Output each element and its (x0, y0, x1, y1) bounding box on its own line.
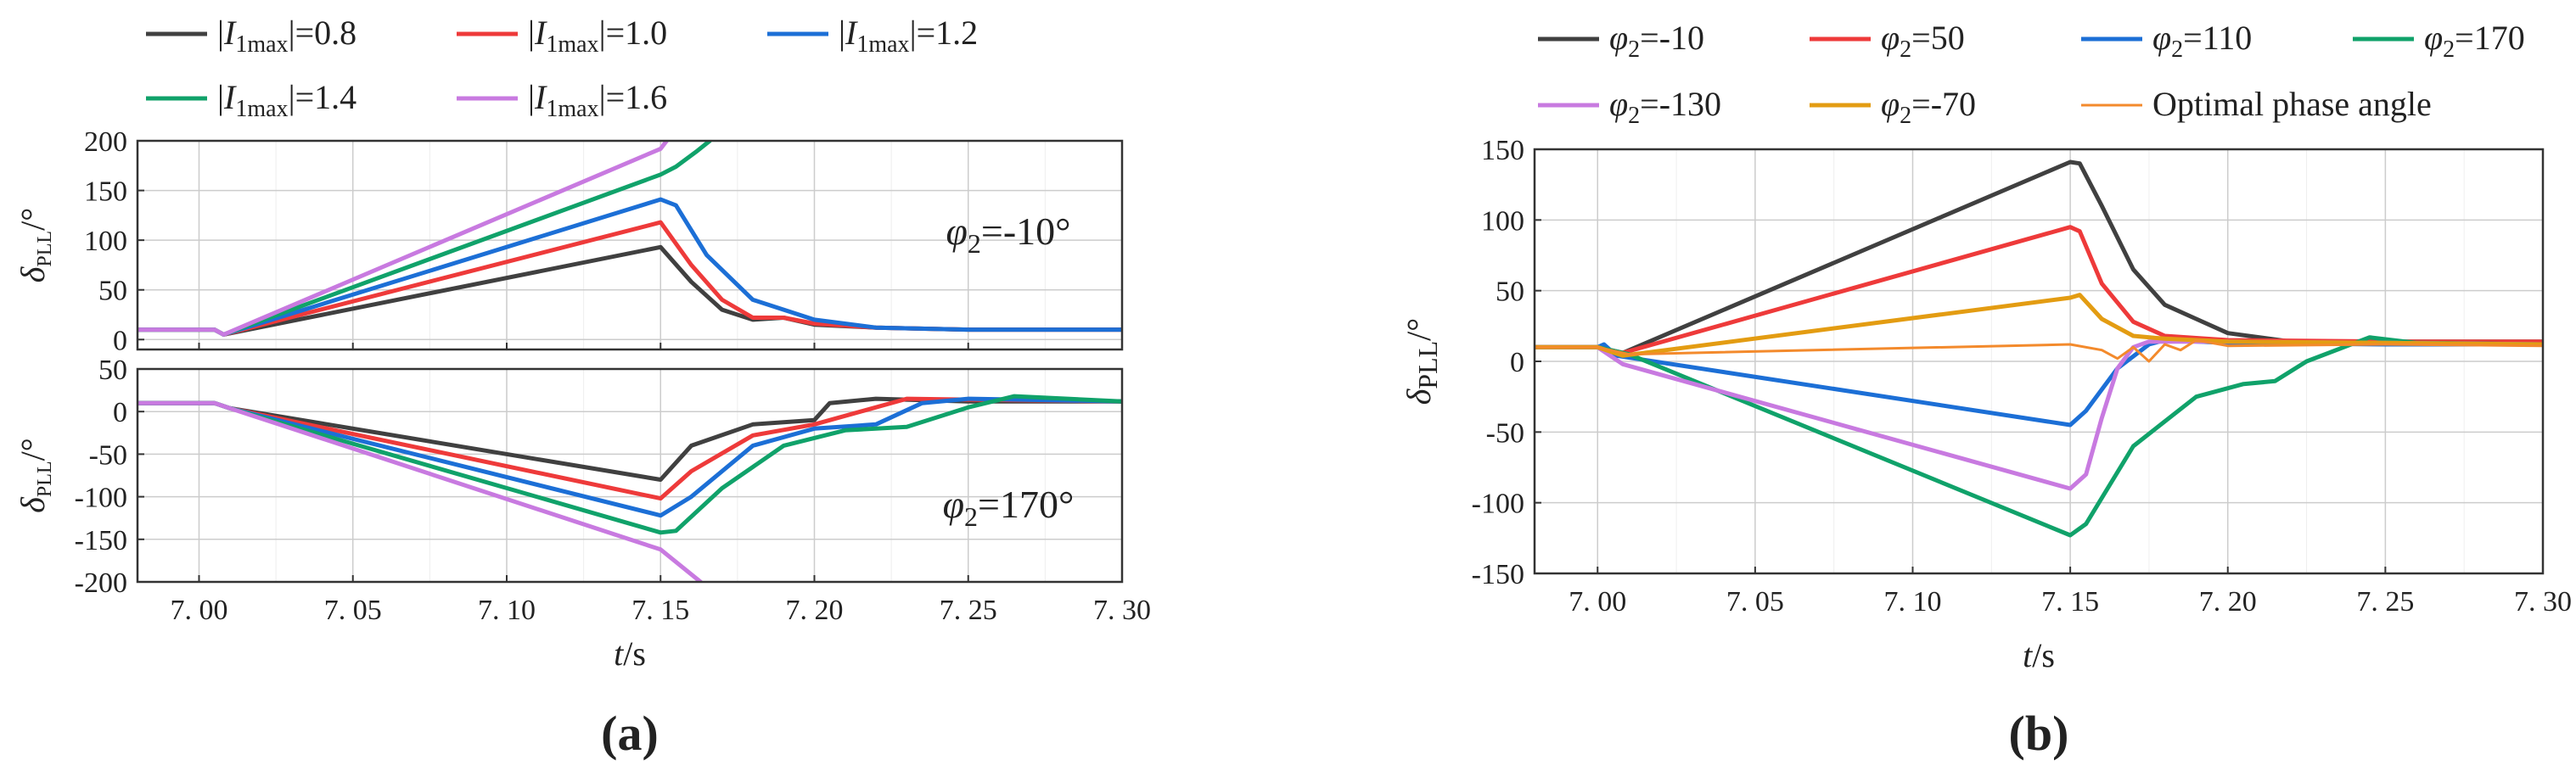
axes-a-2: 7. 00 7. 05 7. 10 7. 15 7. 20 7. 25 7. 30 50 0 -5… (14, 355, 1151, 626)
y-tick-label: -50 (89, 439, 127, 471)
y-tick-label: 50 (98, 276, 127, 307)
legend-b: φ2=-10 φ2=50 φ2=110 φ2=170 φ2=-130 φ2=-70 Opti… (1538, 19, 2525, 129)
axes-b: 7. 00 7. 05 7. 10 7. 15 7. 20 7. 25 7. 30 150 10… (1400, 135, 2572, 618)
y-tick-label: -50 (1486, 417, 1524, 449)
x-tick-label: 7. 00 (1569, 586, 1626, 618)
x-tick-label: 7. 25 (2356, 586, 2414, 618)
y-tick-label: 0 (113, 325, 127, 356)
y-axis-label: δPLL/° (14, 438, 56, 512)
series-line-optimal-phase-angle (1535, 338, 2543, 363)
series-line-2-130 (1535, 339, 2543, 491)
series-line-i1max-1-6 (137, 141, 669, 337)
y-tick-label: 150 (1481, 135, 1524, 166)
plot-frame (136, 367, 1124, 584)
legend-label-2-50: φ2=50 (1881, 19, 1965, 63)
annotation: φ2=170° (943, 483, 1075, 532)
legend-a: |I1max|=0.8 |I1max|=1.0 |I1max|=1.2 |I1max|… (146, 14, 978, 122)
legend-label-i1max-1-6: |I1max|=1.6 (528, 78, 667, 122)
x-tick-label: 7. 05 (324, 595, 382, 626)
y-tick-label: 0 (1510, 347, 1524, 378)
x-tick-label: 7. 10 (1884, 586, 1942, 618)
plot-frame (1533, 148, 2545, 575)
legend-label-2-130: φ2=-130 (1609, 85, 1721, 129)
x-tick-label: 7. 10 (478, 595, 536, 626)
y-tick-label: 150 (84, 176, 127, 208)
y-tick-label: 0 (113, 397, 127, 428)
x-tick-label: 7. 15 (2041, 586, 2099, 618)
legend-label-i1max-1-4: |I1max|=1.4 (217, 78, 356, 122)
plot-frame (136, 139, 1124, 351)
legend-label-2-170: φ2=170 (2424, 19, 2525, 63)
x-tick-label: 7. 25 (940, 595, 997, 626)
series-line-i1max-1-6 (137, 400, 703, 582)
x-axis-label-b: t/s (2023, 636, 2055, 674)
annotation: φ2=-10° (946, 210, 1070, 259)
legend-label-optimal-phase-angle: Optimal phase angle (2152, 85, 2432, 123)
legend-label-2-70: φ2=-70 (1881, 85, 1976, 129)
y-tick-label: 100 (84, 226, 127, 257)
series-line-2-10 (1535, 159, 2543, 355)
y-tick-label: -150 (75, 525, 127, 556)
y-axis-label: δPLL/° (14, 208, 56, 282)
series-line-i1max-1-4 (137, 141, 712, 337)
legend-label-i1max-1-2: |I1max|=1.2 (839, 14, 978, 58)
series-line-i1max-0-8 (137, 396, 1122, 482)
y-tick-label: 50 (1496, 277, 1524, 308)
y-tick-label: 100 (1481, 205, 1524, 237)
series-line-2-50 (1535, 225, 2543, 355)
series-line-2-70 (1535, 293, 2543, 358)
y-axis-label: δPLL/° (1400, 318, 1443, 405)
x-tick-label: 7. 05 (1726, 586, 1784, 618)
x-axis-label-a: t/s (614, 634, 646, 673)
series-line-i1max-1-2 (137, 197, 1122, 337)
panel-label-a: (a) (601, 706, 659, 761)
x-tick-label: 7. 20 (2199, 586, 2257, 618)
y-tick-label: -150 (1472, 559, 1524, 590)
series-group (137, 394, 1122, 582)
x-tick-label: 7. 15 (631, 595, 689, 626)
series-group (1535, 159, 2543, 538)
axes-a-1: 0 50 100 150 200 δPLL/° φ2=-10° (14, 126, 1124, 356)
x-tick-label: 7. 30 (1093, 595, 1151, 626)
series-group (137, 141, 1122, 337)
legend-label-2-10: φ2=-10 (1609, 19, 1704, 63)
y-tick-label: -100 (75, 483, 127, 514)
x-tick-label: 7. 00 (171, 595, 228, 626)
legend-label-i1max-1-0: |I1max|=1.0 (528, 14, 667, 58)
y-tick-label: -200 (75, 567, 127, 599)
series-line-i1max-0-8 (137, 244, 1122, 337)
legend-label-i1max-0-8: |I1max|=0.8 (217, 14, 356, 58)
legend-label-2-110: φ2=110 (2152, 19, 2252, 63)
y-tick-label: 50 (98, 355, 127, 386)
y-tick-label: -100 (1472, 489, 1524, 520)
series-line-i1max-1-0 (137, 396, 1122, 501)
y-tick-label: 200 (84, 126, 127, 158)
panel-label-b: (b) (2009, 706, 2069, 761)
x-tick-label: 7. 30 (2514, 586, 2572, 618)
x-tick-label: 7. 20 (786, 595, 844, 626)
